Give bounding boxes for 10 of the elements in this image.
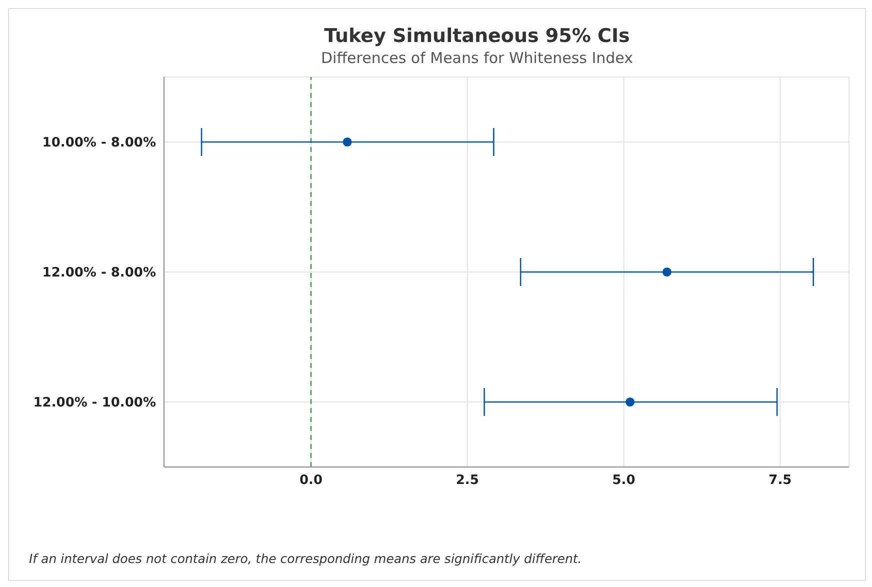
x-tick-label: 0.0 [299,473,323,488]
text: If an interval does not contain zero, the corresponding means are significantly different. [29,551,582,566]
x-tick-label: 7.5 [768,473,792,488]
y-tick-label: 12.00% - 10.00% [33,396,156,411]
chart-title: Tukey Simultaneous 95% CIs [323,24,631,47]
chart-subtitle: Differences of Means for Whiteness Index [320,49,634,67]
x-tick-label: 5.0 [612,473,636,488]
x-tick-label: 2.5 [456,473,479,488]
y-tick-label: 10.00% - 8.00% [42,136,156,151]
y-tick-label: 12.00% - 8.00% [42,266,156,281]
